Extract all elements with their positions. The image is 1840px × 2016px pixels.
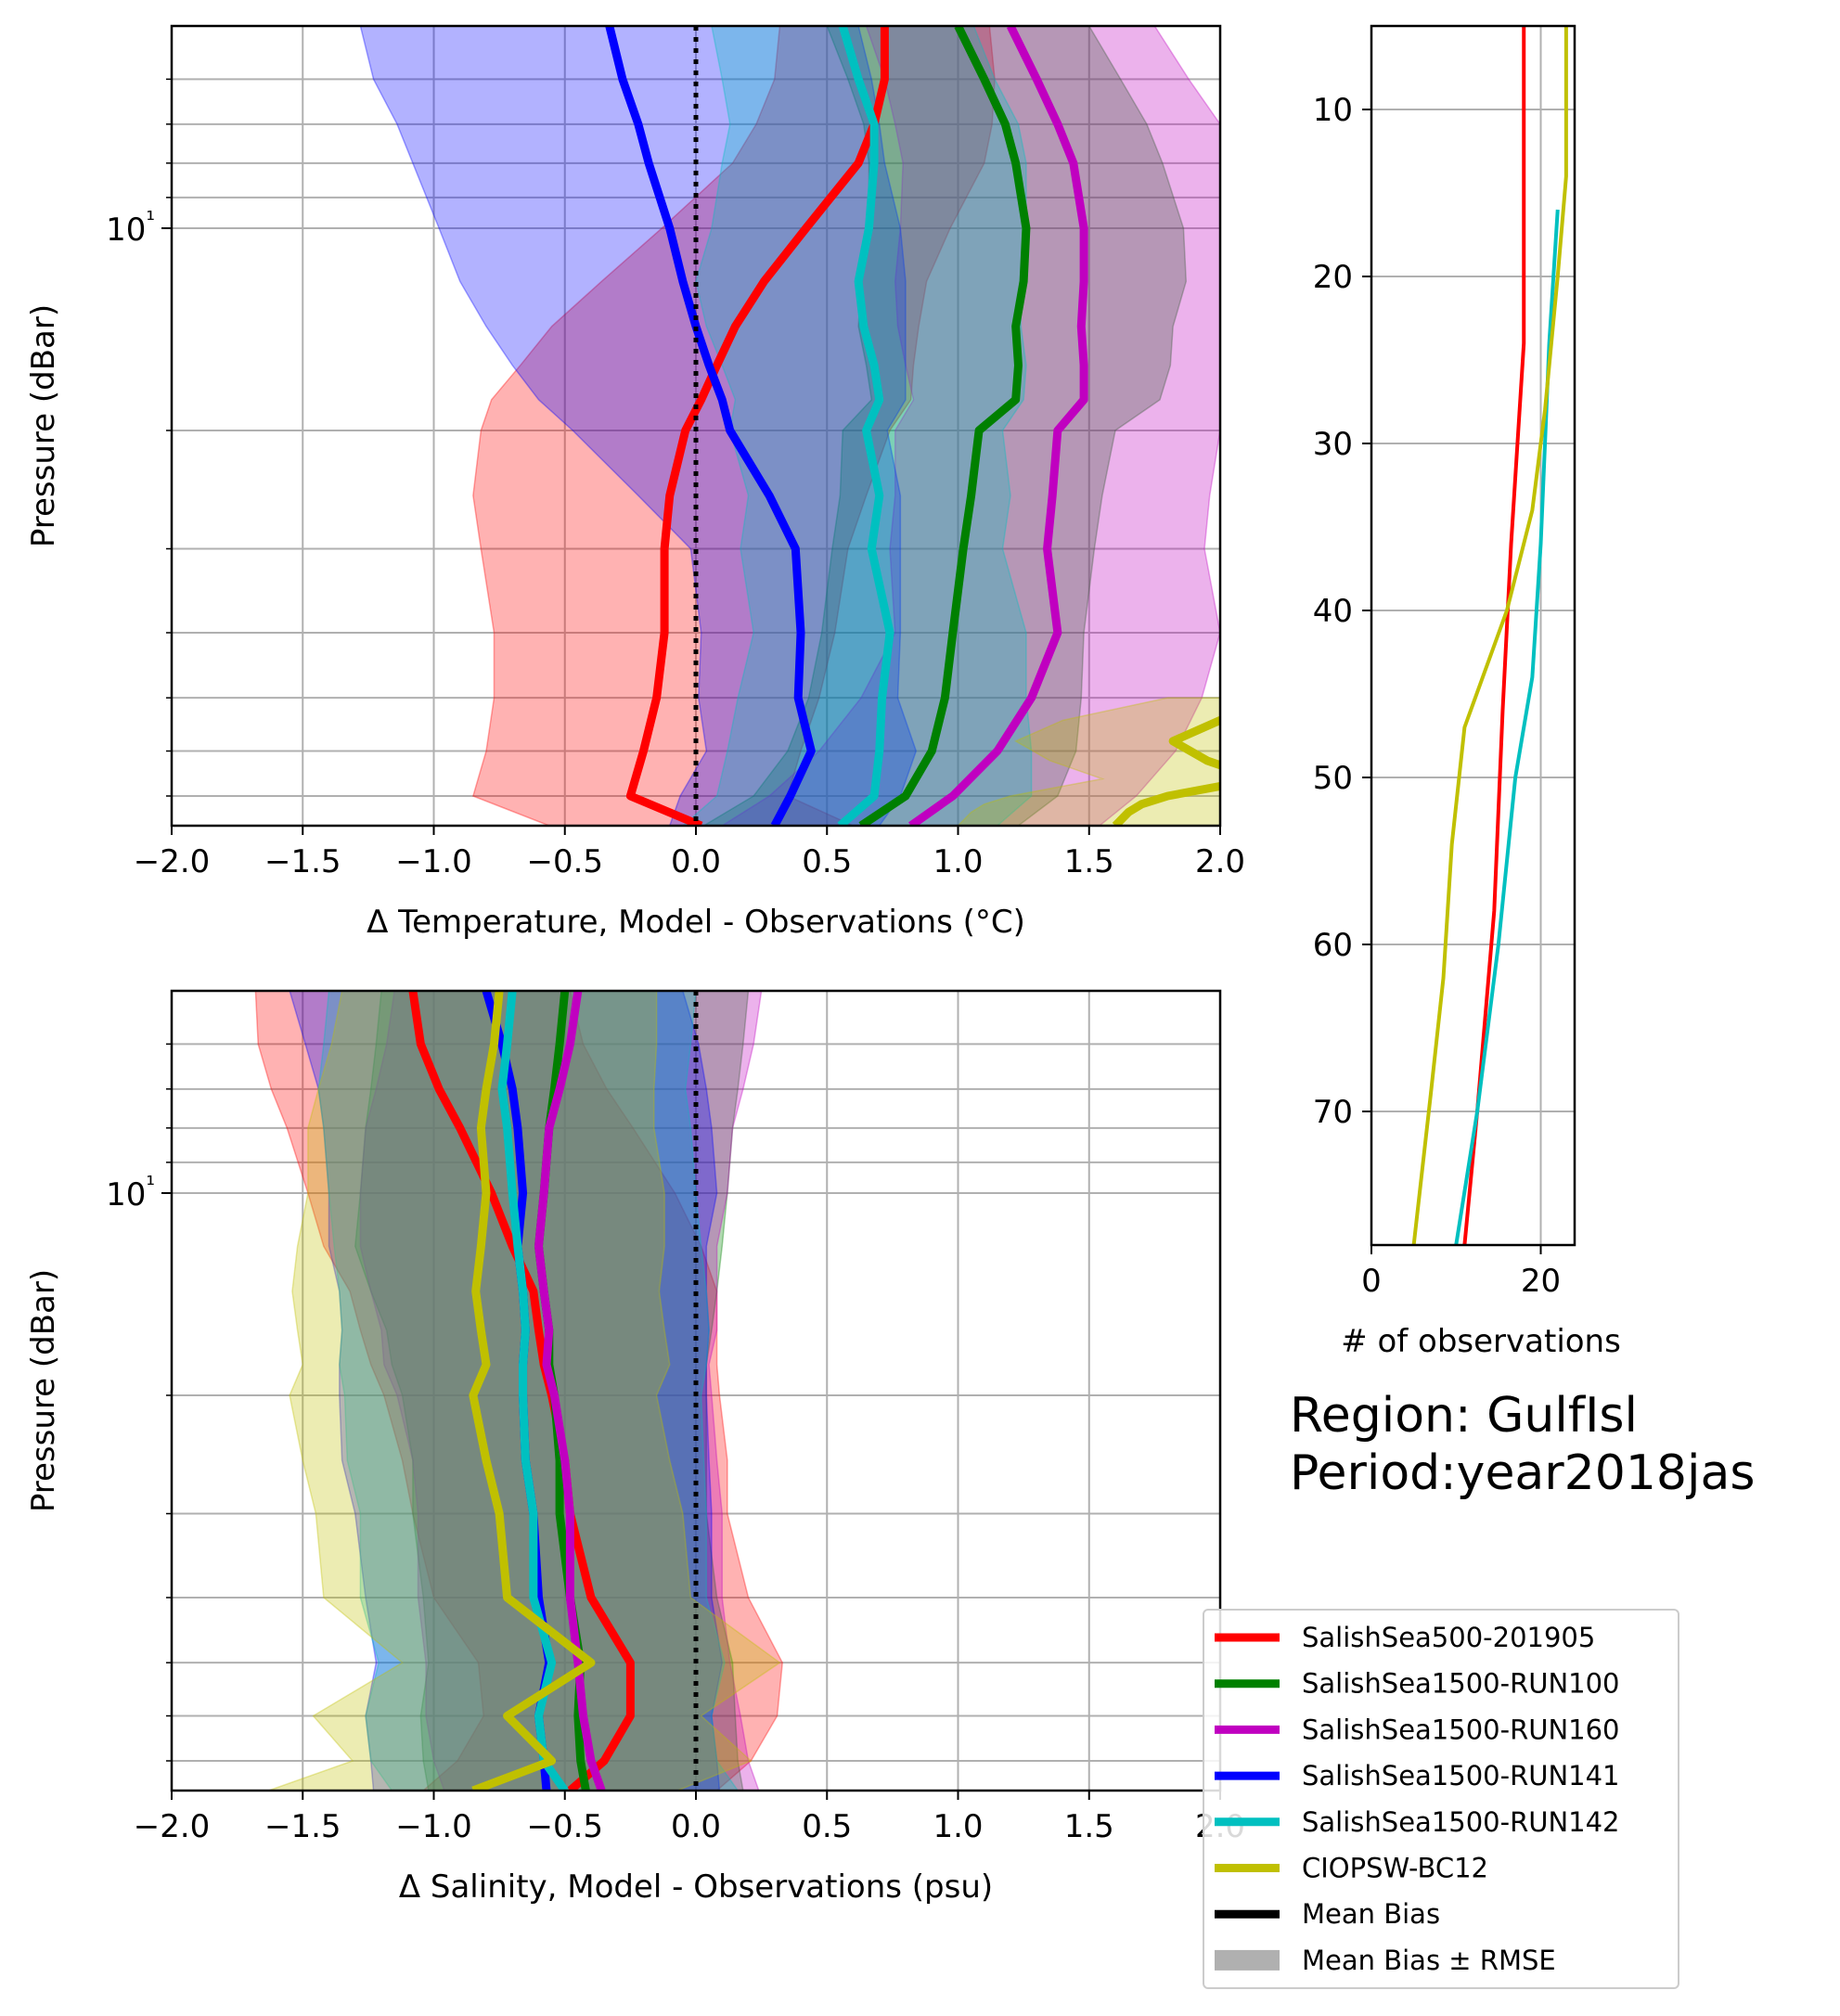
- x-tick-label: 0.0: [671, 1808, 721, 1845]
- legend-label: SalishSea500-201905: [1302, 1622, 1595, 1653]
- info-block: Region: GulfIsl Period:year2018jas: [1290, 1387, 1755, 1502]
- bias-line: [605, 26, 816, 826]
- legend-entry: SalishSea1500-RUN100: [1215, 1668, 1620, 1700]
- x-tick-label: 20: [1521, 1263, 1561, 1300]
- axes-frame: [1370, 24, 1576, 1247]
- bias-line: [1112, 715, 1220, 826]
- x-tick-label: −2.0: [134, 1808, 211, 1845]
- legend-entry: SalishSea1500-RUN141: [1215, 1760, 1620, 1791]
- count-line: [1462, 26, 1526, 1245]
- period-label: Period:year2018jas: [1290, 1445, 1756, 1501]
- rmse-band: [289, 991, 724, 1791]
- y-tick-label: 30: [1313, 426, 1353, 463]
- x-tick-label: −2.0: [134, 843, 211, 880]
- y-tick-label: 10: [1313, 92, 1353, 129]
- rmse-band: [317, 991, 740, 1791]
- y-tick-label: 40: [1313, 593, 1353, 630]
- legend-label: SalishSea1500-RUN100: [1302, 1668, 1620, 1700]
- legend-label: SalishSea1500-RUN142: [1302, 1806, 1620, 1838]
- legend: SalishSea500-201905 SalishSea1500-RUN100 S…: [1203, 1609, 1679, 1989]
- y-axis-label: Pressure (dBar): [25, 304, 62, 547]
- legend-label: SalishSea1500-RUN160: [1302, 1714, 1620, 1745]
- x-tick-label: −1.0: [395, 843, 472, 880]
- x-tick-label: 1.0: [933, 1808, 983, 1845]
- bias-line: [908, 26, 1088, 826]
- y-tick-label: 50: [1313, 760, 1353, 797]
- x-axis-label: Δ Salinity, Model - Observations (psu): [399, 1868, 993, 1906]
- legend-entry: SalishSea1500-RUN142: [1215, 1806, 1620, 1838]
- x-tick-label: −0.5: [526, 843, 603, 880]
- bias-line: [534, 991, 606, 1791]
- rmse-band: [359, 991, 763, 1791]
- x-tick-label: 2.0: [1195, 843, 1245, 880]
- y-tick-label: 60: [1313, 927, 1353, 964]
- x-tick-label: −1.5: [264, 1808, 341, 1845]
- legend-label: Mean Bias ± RMSE: [1302, 1945, 1556, 1976]
- x-tick-label: 0.5: [802, 843, 852, 880]
- legend-label: Mean Bias: [1302, 1898, 1440, 1930]
- legend-entry: CIOPSW-BC12: [1215, 1853, 1488, 1884]
- rmse-band: [471, 26, 996, 826]
- x-tick-label: −1.0: [395, 1808, 472, 1845]
- legend-frame: [1203, 1609, 1679, 1989]
- region-label: Region: GulfIsl: [1290, 1388, 1638, 1444]
- legend-label: CIOPSW-BC12: [1302, 1853, 1488, 1884]
- legend-entry: Mean Bias ± RMSE: [1215, 1945, 1556, 1976]
- x-tick-label: 0.0: [671, 843, 721, 880]
- rmse-band: [720, 26, 1220, 826]
- bias-line: [625, 26, 889, 826]
- y-tick-label: 20: [1313, 259, 1353, 296]
- x-tick-label: 0.5: [802, 1808, 852, 1845]
- bias-line: [497, 991, 569, 1791]
- rmse-band: [957, 697, 1220, 826]
- y-tick-label: 10¹: [106, 1172, 155, 1213]
- x-tick-label: 0: [1361, 1263, 1382, 1300]
- legend-entry: Mean Bias: [1215, 1898, 1440, 1930]
- grid: [1370, 26, 1575, 1245]
- rmse-band: [359, 26, 918, 826]
- count-line: [1411, 26, 1568, 1245]
- y-tick-label: 70: [1313, 1094, 1353, 1131]
- y-tick-label: 10¹: [106, 207, 155, 249]
- x-axis-label: # of observations: [1341, 1323, 1621, 1360]
- bias-line: [469, 991, 596, 1791]
- count-line: [1454, 209, 1560, 1245]
- y-axis-label: Pressure (dBar): [25, 1269, 62, 1512]
- observation-count-plot: 10 20 30 40 50 60 70 0 20 # of observations: [1313, 24, 1621, 1360]
- bias-line: [858, 26, 1031, 826]
- x-tick-label: 1.0: [933, 843, 983, 880]
- x-tick-label: −0.5: [526, 1808, 603, 1845]
- x-tick-label: −1.5: [264, 843, 341, 880]
- x-axis-label: Δ Temperature, Model - Observations (°C): [367, 904, 1025, 941]
- x-tick-label: 1.5: [1064, 1808, 1114, 1845]
- x-tick-label: 1.5: [1064, 843, 1114, 880]
- legend-label: SalishSea1500-RUN141: [1302, 1760, 1620, 1791]
- temperature-bias-plot: −2.0 −1.5 −1.0 −0.5 0.0 0.5 1.0 1.5 2.0 10¹ Δ Temp…: [25, 24, 1245, 941]
- legend-entry: SalishSea1500-RUN160: [1215, 1714, 1620, 1745]
- legend-swatch: [1215, 1949, 1280, 1971]
- bias-line: [837, 26, 894, 826]
- legend-entry: SalishSea500-201905: [1215, 1622, 1595, 1653]
